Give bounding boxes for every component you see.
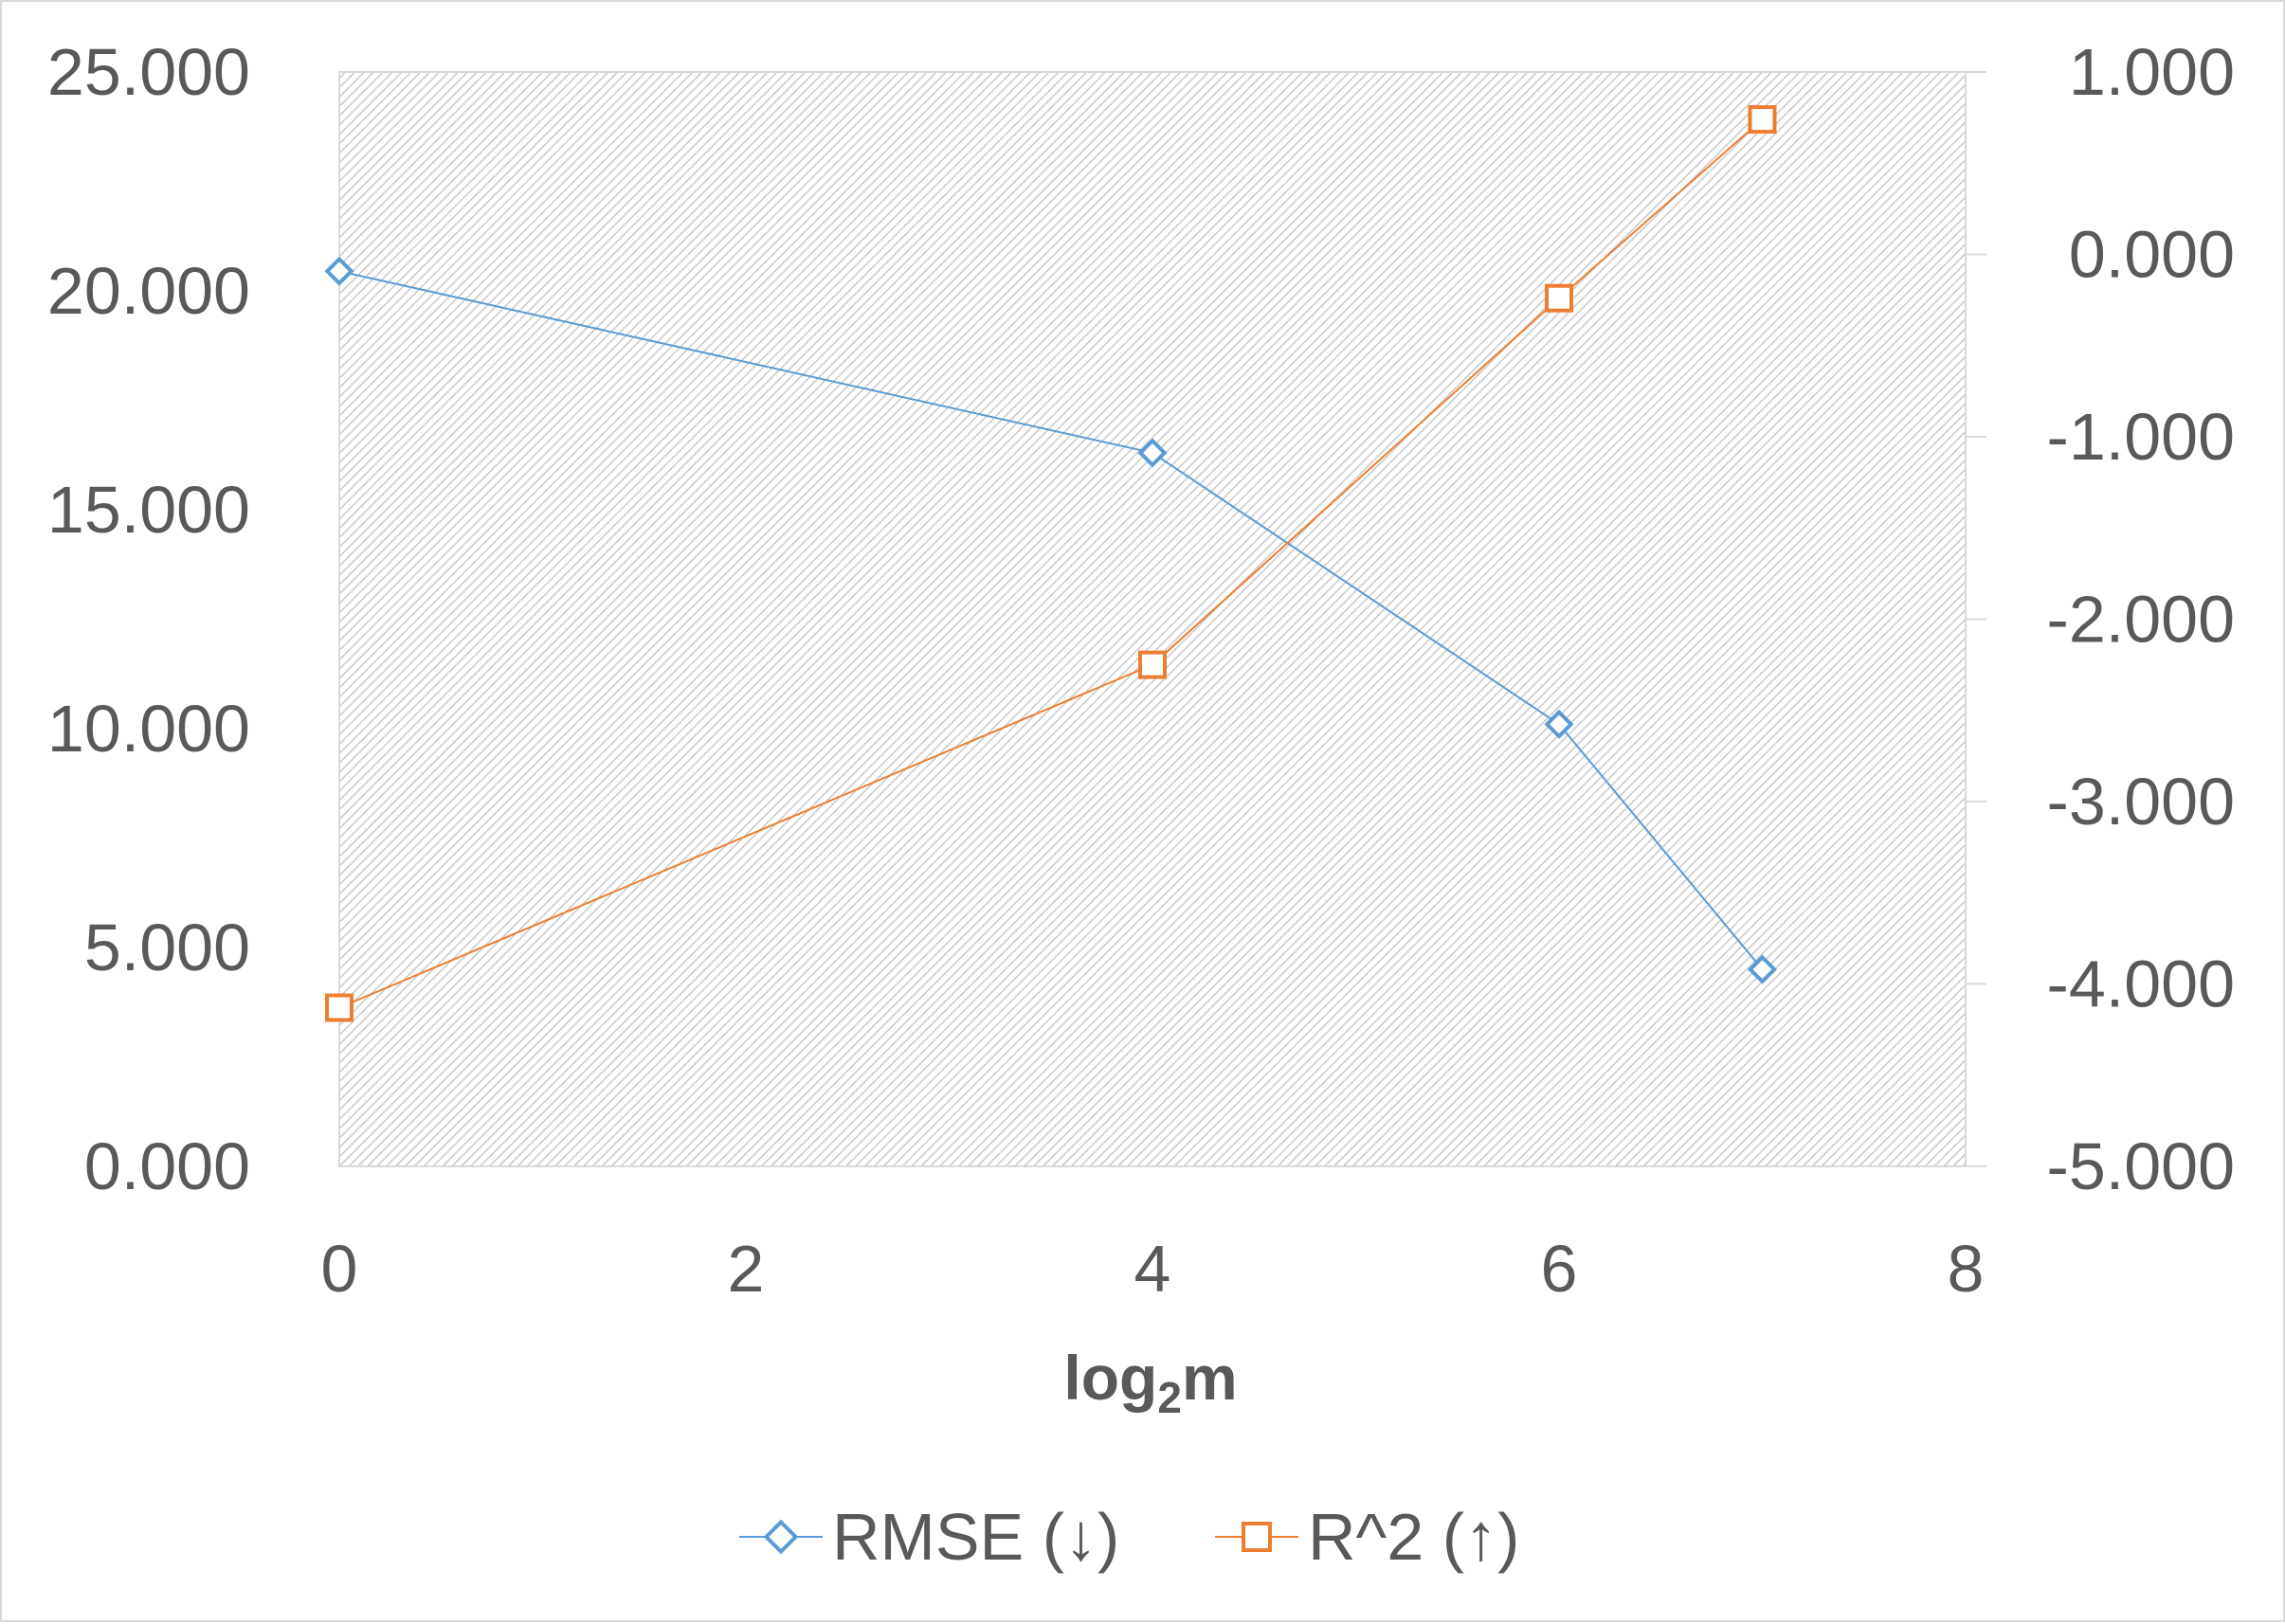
x-tick-label: 2 bbox=[728, 1232, 765, 1306]
legend: RMSE (↓) R^2 (↑) bbox=[739, 1500, 1519, 1574]
legend-r2-square-icon bbox=[1242, 1522, 1272, 1552]
y-right-tick-label: -4.000 bbox=[2047, 947, 2235, 1021]
legend-item-rmse[interactable]: RMSE (↓) bbox=[739, 1500, 1119, 1574]
series-line-r2 bbox=[338, 118, 1764, 1009]
series-line-rmse bbox=[338, 270, 1764, 970]
r2-data-point[interactable] bbox=[325, 993, 354, 1022]
y-right-tick-label: -5.000 bbox=[2047, 1129, 2235, 1203]
x-tick-label: 4 bbox=[1134, 1232, 1171, 1306]
y-right-tick-label: 1.000 bbox=[2069, 35, 2235, 109]
y-right-tick-label: 0.000 bbox=[2069, 218, 2235, 292]
rmse-data-point[interactable] bbox=[1544, 709, 1574, 739]
x-axis-title-tail: m bbox=[1182, 1343, 1238, 1413]
y-left-tick-label: 20.000 bbox=[47, 254, 250, 328]
legend-rmse-label: RMSE (↓) bbox=[832, 1500, 1119, 1574]
y-right-tick-label: -3.000 bbox=[2047, 765, 2235, 839]
r2-data-point[interactable] bbox=[1748, 105, 1777, 135]
x-tick-label: 6 bbox=[1541, 1232, 1578, 1306]
y-left-tick-label: 25.000 bbox=[47, 35, 250, 109]
rmse-data-point[interactable] bbox=[1137, 438, 1168, 468]
y-right-tick-label: -2.000 bbox=[2047, 583, 2235, 657]
x-axis-title: log2m bbox=[1063, 1343, 1237, 1422]
plot-area-background bbox=[338, 71, 1967, 1167]
x-axis-title-main: log bbox=[1063, 1343, 1157, 1413]
y-left-tick-label: 10.000 bbox=[47, 692, 250, 766]
legend-rmse-diamond-icon bbox=[763, 1519, 799, 1555]
rmse-data-point[interactable] bbox=[324, 256, 354, 286]
x-tick-label: 0 bbox=[321, 1232, 358, 1306]
legend-r2-label: R^2 (↑) bbox=[1308, 1500, 1519, 1574]
y-right-tick-label: -1.000 bbox=[2047, 400, 2235, 474]
x-axis-title-subscript: 2 bbox=[1157, 1373, 1182, 1422]
r2-data-point[interactable] bbox=[1138, 650, 1167, 679]
legend-item-r2[interactable]: R^2 (↑) bbox=[1215, 1500, 1519, 1574]
rmse-data-point[interactable] bbox=[1747, 954, 1778, 984]
y-left-tick-label: 0.000 bbox=[84, 1129, 250, 1203]
y-left-tick-label: 5.000 bbox=[84, 911, 250, 984]
r2-data-point[interactable] bbox=[1545, 283, 1573, 313]
y-left-tick-label: 15.000 bbox=[47, 473, 250, 547]
x-tick-label: 8 bbox=[1948, 1232, 1985, 1306]
